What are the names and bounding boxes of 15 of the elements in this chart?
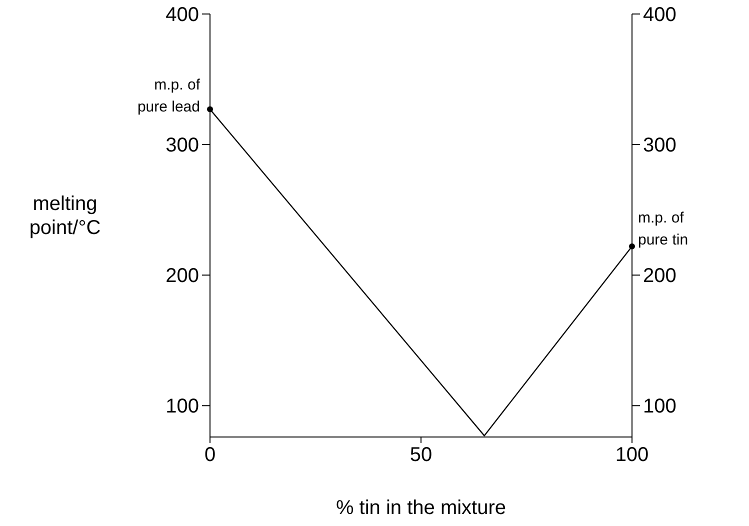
y2-tick-label: 100 xyxy=(643,396,676,418)
x-tick-label: 100 xyxy=(615,444,649,466)
y-axis-title: melting point/°C xyxy=(29,193,101,239)
y-tick-label: 200 xyxy=(166,265,199,288)
y2-tick-label: 200 xyxy=(643,265,676,288)
y-tick-label: 300 xyxy=(166,134,199,157)
annotation: m.p. of pure tin xyxy=(638,209,688,248)
y-tick-label: 400 xyxy=(166,4,199,26)
y2-tick-label: 300 xyxy=(643,134,676,157)
x-tick-label: 0 xyxy=(204,444,216,466)
y-tick-label: 100 xyxy=(166,396,199,418)
x-tick-label: 50 xyxy=(410,444,432,466)
annotation: m.p. of pure lead xyxy=(137,76,201,116)
y2-tick-label: 400 xyxy=(643,4,676,26)
x-axis-title: % tin in the mixture xyxy=(336,497,506,519)
